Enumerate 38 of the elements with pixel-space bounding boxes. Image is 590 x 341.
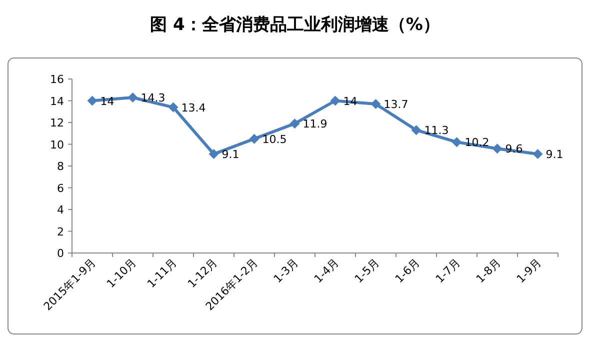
y-tick-label: 14	[50, 94, 64, 108]
y-tick-label: 10	[50, 138, 64, 152]
data-label: 10.5	[262, 132, 287, 146]
point	[128, 92, 138, 102]
point	[532, 149, 543, 160]
point	[411, 125, 422, 136]
data-label: 9.1	[546, 148, 564, 162]
chart-title: 图 4：全省消费品工业利润增速（%）	[150, 15, 440, 35]
data-label: 11.9	[302, 118, 328, 131]
point	[208, 149, 219, 160]
point	[249, 134, 260, 144]
data-label: 11.3	[424, 124, 449, 138]
y-tick-label: 0	[57, 247, 64, 260]
data-label: 9.1	[222, 148, 240, 162]
data-label: 14.3	[140, 91, 166, 104]
x-tick-label: 1-6月	[392, 256, 422, 286]
point	[492, 144, 502, 154]
point	[330, 96, 340, 106]
y-tick-label: 8	[57, 160, 64, 173]
x-tick-label: 1-5月	[352, 256, 382, 286]
point	[452, 137, 462, 148]
y-tick-label: 6	[57, 182, 64, 195]
point	[87, 96, 98, 106]
point	[370, 99, 381, 110]
x-tick-label: 1-7月	[433, 256, 463, 286]
point	[168, 102, 178, 112]
y-tick-label: 12	[50, 116, 64, 130]
data-label: 13.4	[181, 101, 206, 114]
x-tick-label: 1-3月	[271, 256, 301, 286]
y-tick-label: 16	[50, 73, 64, 86]
data-label: 13.7	[384, 98, 408, 112]
x-tick-label: 1-4月	[312, 256, 342, 286]
data-label: 9.6	[505, 142, 523, 156]
point	[290, 118, 300, 129]
y-tick-label: 2	[57, 225, 64, 238]
x-tick-label: 1-9月	[514, 256, 544, 286]
x-tick-label: 1-8月	[474, 256, 504, 286]
y-tick-label: 4	[57, 204, 64, 216]
